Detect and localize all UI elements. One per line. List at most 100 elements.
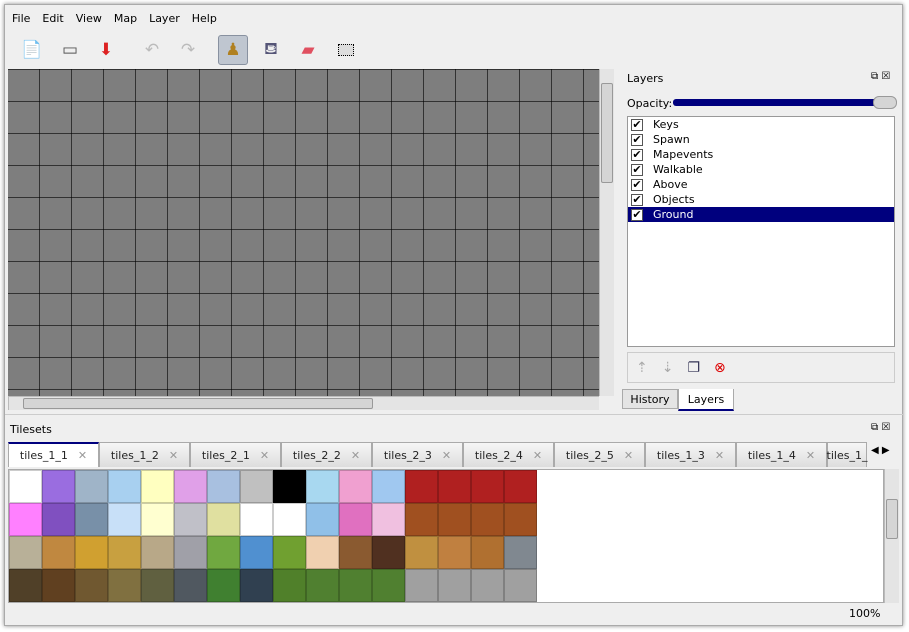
close-tab-icon[interactable]: ✕ — [168, 448, 179, 462]
map-horizontal-scrollbar[interactable] — [8, 396, 599, 410]
slider-handle[interactable] — [873, 96, 897, 109]
tab-history[interactable]: History — [622, 389, 678, 409]
tile[interactable] — [273, 503, 306, 536]
visibility-checkbox[interactable]: ✔ — [631, 117, 643, 131]
tile[interactable] — [240, 536, 273, 569]
menu-edit[interactable]: Edit — [42, 12, 64, 25]
layer-item[interactable]: ✔ Ground — [628, 207, 894, 222]
tile[interactable] — [438, 470, 471, 503]
panel-float-close-icons[interactable]: ⧉ ☒ — [871, 422, 891, 433]
tile[interactable] — [174, 470, 207, 503]
tileset-vertical-scrollbar[interactable] — [884, 469, 899, 603]
tile[interactable] — [207, 503, 240, 536]
tile[interactable] — [438, 569, 471, 602]
close-tab-icon[interactable]: ✕ — [259, 448, 270, 462]
tile[interactable] — [504, 503, 537, 536]
tile[interactable] — [207, 569, 240, 602]
redo-icon[interactable]: ↷ — [180, 40, 196, 60]
close-tab-icon[interactable]: ✕ — [532, 448, 543, 462]
tile[interactable] — [108, 536, 141, 569]
visibility-checkbox[interactable]: ✔ — [631, 207, 643, 221]
map-vertical-scrollbar[interactable] — [599, 69, 614, 396]
stamp-brush-icon[interactable]: ♟ — [218, 35, 248, 65]
tile[interactable] — [273, 536, 306, 569]
tile[interactable] — [240, 470, 273, 503]
tile[interactable] — [471, 569, 504, 602]
tile[interactable] — [339, 470, 372, 503]
eraser-icon[interactable]: ▰ — [301, 40, 315, 60]
tile[interactable] — [339, 569, 372, 602]
lower-layer-icon[interactable]: ⇣ — [661, 359, 674, 376]
tile[interactable] — [405, 569, 438, 602]
duplicate-layer-icon[interactable]: ❐ — [687, 359, 701, 376]
close-tab-icon[interactable]: ✕ — [714, 448, 725, 462]
new-file-icon[interactable]: 📄 — [21, 40, 43, 60]
tile[interactable] — [75, 536, 108, 569]
tile[interactable] — [141, 536, 174, 569]
undo-icon[interactable]: ↶ — [144, 40, 160, 60]
tile[interactable] — [306, 536, 339, 569]
tile[interactable] — [405, 503, 438, 536]
layer-item[interactable]: ✔ Walkable — [628, 162, 894, 177]
tile[interactable] — [372, 503, 405, 536]
visibility-checkbox[interactable]: ✔ — [631, 192, 643, 206]
menu-layer[interactable]: Layer — [149, 12, 180, 25]
tile[interactable] — [42, 569, 75, 602]
menu-file[interactable]: File — [12, 12, 31, 25]
tile[interactable] — [75, 569, 108, 602]
tile[interactable] — [273, 569, 306, 602]
tile[interactable] — [438, 503, 471, 536]
menu-help[interactable]: Help — [191, 12, 217, 25]
tileset-view[interactable] — [8, 469, 884, 603]
tile[interactable] — [174, 569, 207, 602]
menu-view[interactable]: View — [75, 12, 102, 25]
tile[interactable] — [141, 470, 174, 503]
tileset-tab[interactable]: tiles_1_2 ✕ — [99, 442, 190, 467]
tile[interactable] — [372, 569, 405, 602]
layer-item[interactable]: ✔ Keys — [628, 117, 894, 132]
close-tab-icon[interactable]: ✕ — [805, 448, 816, 462]
tab-layers[interactable]: Layers — [678, 389, 734, 411]
tileset-tab[interactable]: tiles_2_5 ✕ — [554, 442, 645, 467]
save-icon[interactable]: ⬇ — [98, 40, 114, 60]
rectangle-select-icon[interactable] — [331, 35, 361, 65]
tile[interactable] — [306, 470, 339, 503]
tile[interactable] — [207, 536, 240, 569]
tile[interactable] — [471, 503, 504, 536]
tile[interactable] — [9, 536, 42, 569]
tileset-tab[interactable]: tiles_1_4 ✕ — [736, 442, 827, 467]
tile[interactable] — [108, 569, 141, 602]
tileset-tab[interactable]: tiles_2_1 ✕ — [190, 442, 281, 467]
tile[interactable] — [372, 470, 405, 503]
panel-float-close-icons[interactable]: ⧉ ☒ — [871, 71, 891, 82]
tile[interactable] — [471, 536, 504, 569]
tile[interactable] — [504, 470, 537, 503]
raise-layer-icon[interactable]: ⇡ — [636, 359, 648, 376]
map-canvas[interactable] — [8, 69, 599, 396]
tile[interactable] — [9, 503, 42, 536]
tileset-tab[interactable]: tiles_2_4 ✕ — [463, 442, 554, 467]
tile[interactable] — [306, 569, 339, 602]
tileset-tab[interactable]: tiles_1_ — [827, 442, 867, 467]
tile[interactable] — [207, 470, 240, 503]
tile[interactable] — [42, 536, 75, 569]
close-tab-icon[interactable]: ✕ — [350, 448, 361, 462]
tile[interactable] — [471, 470, 504, 503]
visibility-checkbox[interactable]: ✔ — [631, 162, 643, 176]
tile[interactable] — [405, 470, 438, 503]
scroll-thumb[interactable] — [23, 398, 373, 409]
scroll-thumb[interactable] — [601, 83, 613, 183]
tileset-tab[interactable]: tiles_1_1 ✕ — [8, 442, 99, 467]
tileset-tab[interactable]: tiles_2_2 ✕ — [281, 442, 372, 467]
layer-item[interactable]: ✔ Mapevents — [628, 147, 894, 162]
tile[interactable] — [141, 503, 174, 536]
tile[interactable] — [504, 569, 537, 602]
visibility-checkbox[interactable]: ✔ — [631, 177, 643, 191]
close-tab-icon[interactable]: ✕ — [77, 449, 88, 462]
tile[interactable] — [174, 536, 207, 569]
bucket-fill-icon[interactable]: ⛾ — [264, 39, 278, 59]
tile[interactable] — [174, 503, 207, 536]
tile[interactable] — [273, 470, 306, 503]
close-tab-icon[interactable]: ✕ — [441, 448, 452, 462]
delete-layer-icon[interactable]: ⊗ — [714, 359, 726, 376]
